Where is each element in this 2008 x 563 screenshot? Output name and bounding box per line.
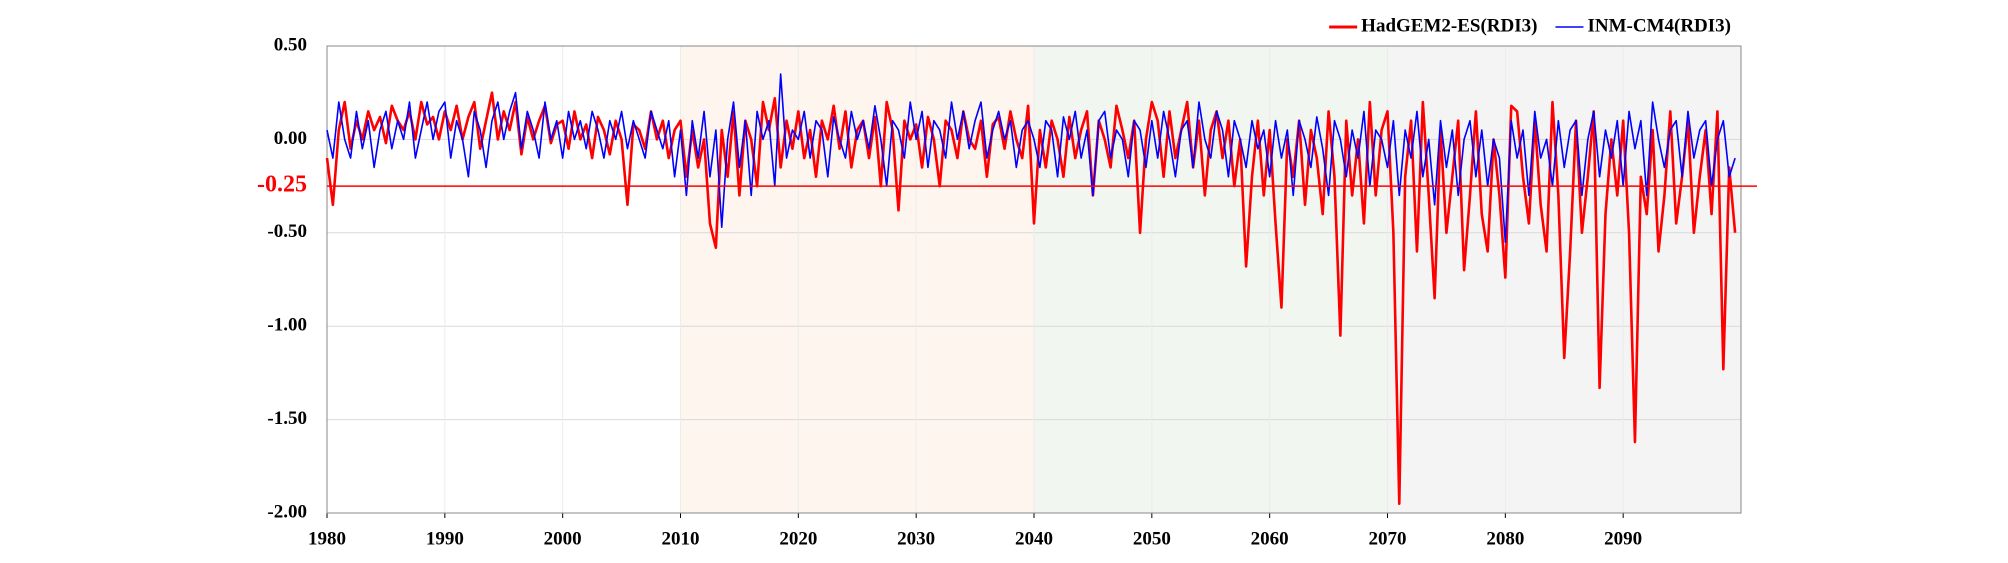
x-tick-label: 2030 <box>897 528 935 549</box>
legend-label: HadGEM2-ES(RDI3) <box>1361 15 1537 36</box>
x-tick-label: 2080 <box>1486 528 1524 549</box>
x-tick-label: 2020 <box>779 528 817 549</box>
plot-frame <box>326 45 1742 514</box>
y-tick-label: -0.50 <box>267 221 307 242</box>
threshold-label: -0.25 <box>257 172 307 198</box>
x-tick-label: 2000 <box>544 528 582 549</box>
y-tick-label: -1.00 <box>267 315 307 336</box>
period-band <box>1387 46 1741 513</box>
x-tick-label: 2050 <box>1133 528 1171 549</box>
series-line <box>326 73 1736 243</box>
y-tick-label: -1.50 <box>267 408 307 429</box>
y-tick-label: -2.00 <box>267 501 307 522</box>
y-tick-label: 0.50 <box>274 34 307 55</box>
x-tick-label: 2060 <box>1251 528 1289 549</box>
x-tick-label: 2070 <box>1369 528 1407 549</box>
x-tick-label: 1990 <box>426 528 464 549</box>
x-tick-label: 2090 <box>1604 528 1642 549</box>
legend-label: INM-CM4(RDI3) <box>1587 15 1731 36</box>
x-tick-label: 2040 <box>1015 528 1053 549</box>
x-tick-label: 2010 <box>662 528 700 549</box>
series-line <box>325 91 1737 505</box>
x-tick-label: 1980 <box>308 528 346 549</box>
y-tick-label: 0.00 <box>274 128 307 149</box>
